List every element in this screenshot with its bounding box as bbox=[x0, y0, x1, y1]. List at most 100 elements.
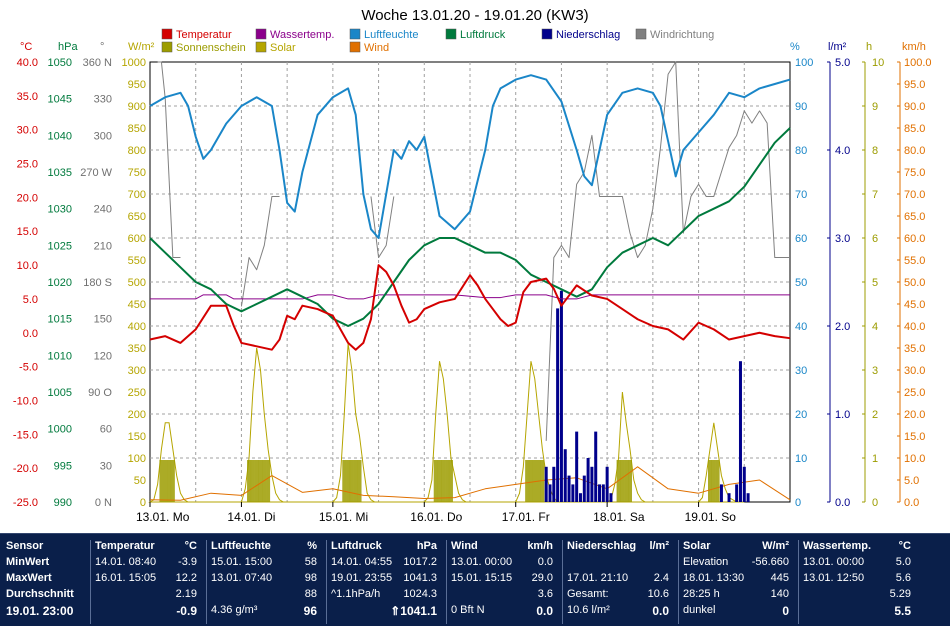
sunshine-bar bbox=[624, 460, 629, 502]
axis-tick-precipitation: 2.0 bbox=[835, 321, 850, 333]
stats-current-value: 5.5 bbox=[894, 604, 911, 618]
precip-bar bbox=[594, 431, 598, 502]
stats-cell-value: 1017.2 bbox=[403, 556, 437, 568]
axis-tick-temperature: 25.0 bbox=[17, 159, 38, 171]
axis-tick-solar: 1000 bbox=[122, 57, 146, 69]
axis-tick-humidity: 80 bbox=[795, 145, 807, 157]
axis-tick-wind: 40.0 bbox=[904, 321, 925, 333]
stats-column-4: Niederschlag l/m² 17.01. 21:10 2.4 Gesamt: 10… bbox=[562, 540, 675, 624]
stats-cell-value: 5.0 bbox=[895, 556, 911, 568]
axis-tick-wind: 80.0 bbox=[904, 145, 925, 157]
stats-current-label: dunkel bbox=[683, 604, 716, 616]
axis-tick-pressure: 1025 bbox=[48, 240, 72, 252]
axis-tick-solar: 900 bbox=[128, 101, 146, 113]
sunshine-bar bbox=[349, 460, 354, 502]
stats-column-unit: km/h bbox=[527, 540, 553, 552]
axis-tick-wind: 95.0 bbox=[904, 79, 925, 91]
stats-column-3: Wind km/h 13.01. 00:00 0.0 15.01. 15:15 29.0 3… bbox=[446, 540, 559, 624]
axis-tick-precipitation: 1.0 bbox=[835, 409, 850, 421]
axis-tick-humidity: 40 bbox=[795, 321, 807, 333]
axis-tick-solar: 550 bbox=[128, 255, 146, 267]
axis-tick-precipitation: 0.0 bbox=[835, 497, 850, 509]
axis-tick-wind: 100.0 bbox=[904, 57, 932, 69]
x-tick-label: 14.01. Di bbox=[227, 510, 275, 524]
chart-plot bbox=[148, 61, 791, 503]
axis-tick-humidity: 60 bbox=[795, 233, 807, 245]
axis-tick-solar: 0 bbox=[140, 497, 146, 509]
sunshine-bar bbox=[715, 460, 720, 502]
stats-cell-label: 19.01. 23:55 bbox=[331, 572, 393, 584]
precip-bar bbox=[746, 493, 750, 502]
x-tick-label: 18.01. Sa bbox=[593, 510, 645, 524]
sunshine-bar bbox=[258, 460, 263, 502]
axis-tick-wind: 70.0 bbox=[904, 189, 925, 201]
axis-tick-precipitation: 5.0 bbox=[835, 57, 850, 69]
axis-tick-temperature: 10.0 bbox=[17, 260, 38, 272]
axis-tick-solar: 200 bbox=[128, 409, 146, 421]
axis-tick-pressure: 1005 bbox=[48, 387, 72, 399]
stats-column-5: Solar W/m² Elevation -56.660 18.01. 13:30 445… bbox=[678, 540, 795, 624]
axis-tick-solar: 800 bbox=[128, 145, 146, 157]
stats-column-title: Solar bbox=[683, 540, 711, 552]
axis-tick-sunshine: 2 bbox=[872, 409, 878, 421]
axis-tick-humidity: 50 bbox=[795, 277, 807, 289]
sunshine-bar bbox=[342, 460, 347, 502]
axis-tick-solar: 750 bbox=[128, 167, 146, 179]
precip-bar bbox=[548, 484, 552, 502]
stats-cell-label: 14.01. 04:55 bbox=[331, 556, 393, 568]
axis-tick-wind_direction: 60 bbox=[100, 424, 112, 436]
axis-tick-pressure: 1010 bbox=[48, 350, 72, 362]
sunshine-bar bbox=[159, 460, 164, 502]
axis-tick-wind: 55.0 bbox=[904, 255, 925, 267]
stats-cell-value: 12.2 bbox=[175, 572, 197, 584]
legend-swatch bbox=[255, 28, 267, 40]
axis-tick-pressure: 1035 bbox=[48, 167, 72, 179]
axis-tick-pressure: 1000 bbox=[48, 424, 72, 436]
axis-tick-pressure: 1020 bbox=[48, 277, 72, 289]
precip-bar bbox=[578, 493, 582, 502]
axis-tick-temperature: -15.0 bbox=[13, 429, 38, 441]
axis-tick-solar: 350 bbox=[128, 343, 146, 355]
stats-cell-value: 445 bbox=[770, 572, 789, 584]
stats-cell-value: 2.19 bbox=[175, 588, 197, 600]
sunshine-bar bbox=[353, 460, 358, 502]
axis-tick-solar: 450 bbox=[128, 299, 146, 311]
legend-label: Sonnenschein bbox=[176, 42, 246, 54]
stats-column-unit: l/m² bbox=[649, 540, 669, 552]
stats-cell-value: 1041.3 bbox=[403, 572, 437, 584]
axis-tick-humidity: 100 bbox=[795, 57, 813, 69]
axis-tick-wind_direction: 30 bbox=[100, 460, 112, 472]
stats-cell-value: 5.29 bbox=[889, 588, 911, 600]
sunshine-bar bbox=[437, 460, 442, 502]
series-temperatur bbox=[149, 264, 791, 351]
axis-tick-sunshine: 1 bbox=[872, 453, 878, 465]
precip-bar bbox=[601, 484, 605, 502]
axis-tick-temperature: 0.0 bbox=[23, 328, 38, 340]
x-tick-label: 17.01. Fr bbox=[502, 510, 550, 524]
axis-tick-wind: 30.0 bbox=[904, 365, 925, 377]
sunshine-bar bbox=[250, 460, 255, 502]
axis-unit-sunshine: h bbox=[866, 41, 872, 53]
precip-bar bbox=[563, 449, 567, 502]
stats-timestamp: 19.01. 23:00 bbox=[6, 604, 74, 618]
legend-label: Niederschlag bbox=[556, 29, 620, 41]
axis-tick-sunshine: 7 bbox=[872, 189, 878, 201]
sunshine-bar bbox=[441, 460, 446, 502]
axis-tick-pressure: 1040 bbox=[48, 130, 72, 142]
axis-tick-sunshine: 5 bbox=[872, 277, 878, 289]
stats-column-2: Luftdruck hPa 14.01. 04:55 1017.2 19.01. 23:… bbox=[326, 540, 443, 624]
chart-axes: °C40.035.030.025.020.015.010.05.00.0-5.0… bbox=[13, 41, 932, 509]
precip-bar bbox=[552, 466, 556, 502]
stats-current-value: 0.0 bbox=[652, 604, 669, 618]
axis-tick-precipitation: 4.0 bbox=[835, 145, 850, 157]
stats-cell-label: 18.01. 13:30 bbox=[683, 572, 745, 584]
axis-tick-wind: 25.0 bbox=[904, 387, 925, 399]
stats-cell-value: 3.6 bbox=[537, 588, 553, 600]
axis-tick-humidity: 90 bbox=[795, 101, 807, 113]
axis-tick-sunshine: 8 bbox=[872, 145, 878, 157]
precip-bar bbox=[738, 361, 742, 502]
stats-cell-label: Gesamt: bbox=[567, 588, 609, 600]
axis-tick-wind: 60.0 bbox=[904, 233, 925, 245]
x-tick-label: 16.01. Do bbox=[410, 510, 462, 524]
precip-bar bbox=[571, 484, 575, 502]
